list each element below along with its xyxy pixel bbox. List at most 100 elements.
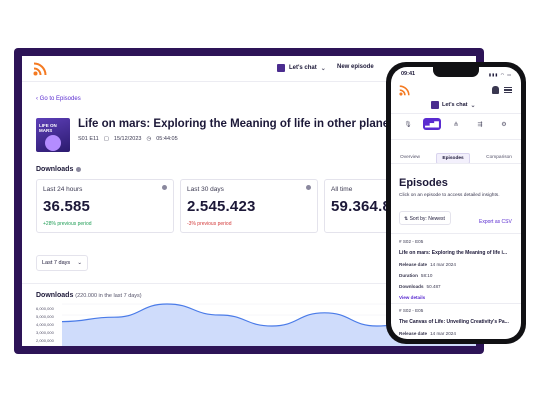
y-tick: 3,000,000	[36, 330, 54, 335]
show-name: Let's chat	[289, 65, 317, 71]
downloads-value: 50.487	[426, 284, 441, 289]
episode-cover: LIFE ON MARS	[36, 118, 70, 152]
view-details-link[interactable]: View details	[399, 295, 426, 300]
release-label: Release date	[399, 262, 428, 267]
show-thumbnail	[277, 64, 285, 72]
clock-icon: ◷	[146, 136, 152, 142]
divider	[391, 233, 521, 234]
icon-toolbar: 🎙︎ ▂▅▇ ⋔ ⇶ ⚙︎	[399, 118, 513, 130]
analytics-icon[interactable]: ▂▅▇	[423, 118, 441, 130]
y-tick: 4,000,000	[36, 322, 54, 327]
episode-title: The Canvas of Life: Unveiling Creativity…	[399, 319, 509, 325]
sort-label: Sort by: Newest	[409, 215, 445, 222]
sort-button[interactable]: ⇅ Sort by: Newest	[399, 211, 451, 225]
back-link[interactable]: ‹ Go to Episodes	[36, 96, 81, 102]
y-tick: 6,000,000	[36, 306, 54, 311]
downloads-label: Downloads	[399, 284, 424, 289]
episode-list-item[interactable]: # S02 - E05 Life on mars: Exploring the …	[399, 239, 515, 300]
downloads-row: Downloads 50.487	[399, 284, 515, 289]
divider	[22, 283, 476, 284]
episodes-subtitle: Click on an episode to access detailed i…	[399, 193, 500, 198]
duration-row: Duration 58:10	[399, 273, 515, 278]
show-selector[interactable]: Let's chat ⌄	[277, 64, 326, 72]
episode-duration: 05:44:05	[156, 136, 178, 142]
planet-graphic	[45, 135, 61, 151]
info-icon[interactable]	[306, 185, 311, 190]
delta-text: previous period	[57, 221, 92, 227]
episode-code: S01 E11	[78, 136, 99, 142]
microphone-icon[interactable]: 🎙︎	[404, 121, 412, 128]
divider	[391, 163, 521, 164]
release-value: 14 mar 2024	[430, 262, 456, 267]
date-range-value: Last 7 days	[42, 260, 71, 266]
bell-icon[interactable]	[492, 86, 499, 94]
chevron-down-icon: ⌄	[77, 260, 82, 266]
episodes-heading: Episodes	[399, 177, 448, 189]
chart-title: Downloads (220.000 in the last 7 days)	[36, 292, 142, 299]
chart-subtitle: (220.000 in the last 7 days)	[75, 293, 142, 299]
back-link-label: Go to Episodes	[39, 96, 81, 102]
card-value: 36.585	[43, 198, 91, 215]
card-value: 2.545.423	[187, 198, 256, 215]
date-range-select[interactable]: Last 7 days ⌄	[36, 255, 88, 271]
y-tick: 2,000,000	[36, 338, 54, 343]
tab-comparison[interactable]: Comparison	[486, 155, 512, 160]
card-value: 59.364.86	[331, 198, 400, 215]
episode-title: Life on mars: Exploring the Meaning of l…	[399, 250, 508, 256]
chevron-down-icon: ⌄	[470, 102, 476, 109]
delta-value: -3%	[187, 221, 196, 227]
episode-title: Life on mars: Exploring the Meaning of l…	[78, 118, 400, 130]
y-tick: 5,000,000	[36, 314, 54, 319]
share-icon[interactable]: ⋔	[453, 121, 459, 128]
episode-number: # S02 - E05	[399, 239, 424, 244]
status-icons: ▮▮▮ ◠ ▭	[488, 72, 512, 77]
cover-text: LIFE ON MARS	[39, 123, 57, 133]
show-name: Let's chat	[442, 102, 468, 108]
chart-title-text: Downloads	[36, 292, 74, 299]
phone-notch	[433, 67, 479, 77]
rss-logo-icon[interactable]	[33, 62, 47, 76]
divider	[391, 113, 521, 114]
show-selector[interactable]: Let's chat ⌄	[431, 101, 476, 109]
card-delta: +28% previous period	[43, 221, 92, 227]
downloads-area-chart	[62, 303, 476, 346]
status-time: 09:41	[401, 71, 416, 77]
info-icon[interactable]	[162, 185, 167, 190]
release-row: Release date 14 mar 2024	[399, 331, 515, 336]
divider	[391, 139, 521, 140]
episode-number: # S02 - E05	[399, 308, 424, 313]
stat-card-24h: Last 24 hours 36.585 +28% previous perio…	[36, 179, 174, 233]
hamburger-menu-icon[interactable]	[504, 87, 512, 93]
card-label: Last 30 days	[187, 186, 224, 193]
sort-icon: ⇅	[404, 215, 410, 222]
chevron-down-icon: ⌄	[320, 65, 326, 72]
card-label: All time	[331, 186, 353, 193]
distribution-icon[interactable]: ⇶	[477, 121, 483, 128]
episode-date: 15/12/2023	[113, 136, 142, 142]
calendar-icon: ▢	[103, 136, 109, 142]
new-episode-button[interactable]: New episode	[337, 64, 374, 70]
episode-meta: S01 E11 ▢ 15/12/2023 ◷ 05:44:05	[78, 136, 178, 142]
release-value: 14 mar 2024	[430, 331, 456, 336]
episode-list-item[interactable]: # S02 - E05 The Canvas of Life: Unveilin…	[399, 308, 515, 336]
settings-icon[interactable]: ⚙︎	[501, 121, 507, 128]
downloads-section-title: Downloads	[36, 166, 82, 173]
card-delta: -3% previous period	[187, 221, 231, 227]
duration-value: 58:10	[420, 273, 433, 278]
release-row: Release date 14 mar 2024	[399, 262, 515, 267]
info-icon[interactable]	[76, 166, 82, 172]
series-area	[62, 304, 476, 346]
export-csv-link[interactable]: Export as CSV	[479, 219, 512, 225]
tab-overview[interactable]: Overview	[400, 155, 420, 160]
divider	[391, 303, 521, 304]
downloads-title-text: Downloads	[36, 166, 74, 173]
delta-text: previous period	[197, 221, 232, 227]
card-label: Last 24 hours	[43, 186, 83, 193]
top-bar: Let's chat ⌄ New episode	[22, 56, 476, 82]
release-label: Release date	[399, 331, 428, 336]
duration-label: Duration	[399, 273, 418, 278]
stat-card-30d: Last 30 days 2.545.423 -3% previous peri…	[180, 179, 318, 233]
rss-logo-icon[interactable]	[399, 85, 410, 96]
chevron-left-icon: ‹	[36, 96, 40, 102]
delta-value: +28%	[43, 221, 56, 227]
